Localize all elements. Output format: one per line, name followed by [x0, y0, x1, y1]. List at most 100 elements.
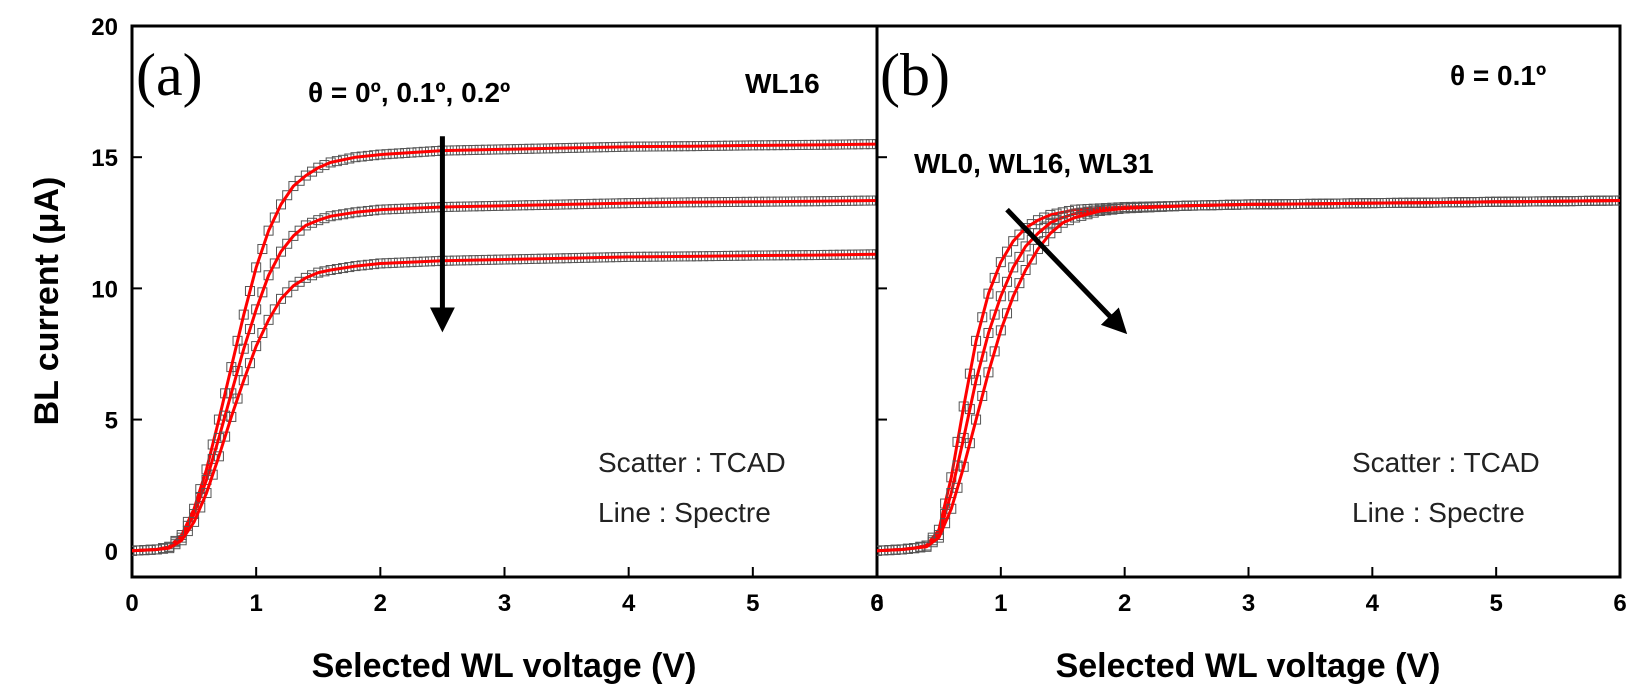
scatter-point [294, 225, 305, 236]
plot-frame-a [130, 24, 879, 579]
series-line-0º [132, 142, 877, 553]
scatter-point [257, 327, 268, 338]
scatter-point [170, 539, 181, 550]
scatter-point [1039, 223, 1050, 234]
scatter-point [288, 280, 299, 291]
scatter-point [300, 220, 311, 231]
scatter-point [307, 217, 318, 228]
y-tick-label: 0 [105, 539, 118, 566]
plot-area-b: 0 1 2 3 4 5 6 [870, 24, 1627, 617]
scatter-point [257, 287, 268, 298]
series-line-0.2º [132, 252, 877, 553]
x-tick-label: 3 [498, 590, 511, 617]
y-tick-label: 20 [91, 14, 118, 41]
series-line-WL31 [877, 199, 1620, 553]
scatter-point [940, 518, 951, 529]
y-tick-label: 15 [91, 145, 118, 172]
scatter-point [1051, 223, 1062, 234]
scatter-point [182, 526, 193, 537]
legend-scatter-b: Scatter : TCAD [1352, 447, 1540, 478]
scatter-point [933, 532, 944, 543]
scatter-point [189, 516, 200, 527]
x-tick-label: 1 [249, 590, 262, 617]
scatter-point [276, 246, 286, 257]
scatter-point [307, 166, 318, 177]
wordlines-annotation: WL0, WL16, WL31 [914, 148, 1154, 179]
scatter-point [1008, 236, 1019, 247]
scatter-point [300, 272, 311, 283]
x-axis-title-a: Selected WL voltage (V) [312, 647, 697, 685]
scatter-point [288, 230, 299, 241]
scatter-point [1026, 254, 1037, 265]
x-tick-label: 0 [870, 590, 883, 617]
panel-b: 0 1 2 3 4 5 6 (b) θ = 0.1º WL0, WL16, WL31 Sca… [870, 24, 1627, 685]
scatter-point [307, 270, 318, 281]
x-tick-label: 1 [994, 590, 1007, 617]
scatter-point [1020, 241, 1031, 252]
x-tick-label: 5 [1489, 590, 1502, 617]
panel-label-a: (a) [136, 42, 203, 108]
scatter-point [294, 276, 305, 287]
legend-scatter-a: Scatter : TCAD [598, 447, 786, 478]
y-tick-label: 5 [105, 408, 118, 435]
scatter-point [288, 181, 299, 192]
scatter-point [1057, 217, 1068, 228]
legend-line-a: Line : Spectre [598, 497, 771, 528]
x-tick-label: 3 [1242, 590, 1255, 617]
plot-area-a: 0 5 10 15 20 0 1 2 3 4 5 6 [91, 14, 883, 617]
scatter-point [276, 199, 286, 210]
scatter-point [269, 258, 280, 269]
scatter-point [1014, 229, 1025, 240]
scatter-point [1020, 223, 1031, 234]
y-tick-label: 10 [91, 276, 118, 303]
scatter-point [1045, 217, 1056, 228]
scatter-point [995, 257, 1006, 268]
scatter-point [1002, 276, 1013, 287]
x-tick-label: 4 [622, 590, 636, 617]
scatter-point [1045, 228, 1056, 239]
scatter-point [251, 341, 262, 352]
scatter-point [282, 287, 293, 298]
scatter-point [1008, 291, 1019, 302]
scatter-point [1032, 228, 1043, 239]
scatter-point [294, 175, 305, 186]
scatter-point [989, 272, 1000, 283]
scatter-point [276, 293, 286, 304]
scatter-point [176, 535, 187, 546]
scatter-point [1014, 251, 1025, 262]
scatter-point [1002, 246, 1013, 257]
wordline-annotation: WL16 [745, 68, 820, 99]
scatter-point [282, 238, 293, 249]
scatter-point [1014, 278, 1025, 289]
x-tick-label: 2 [374, 590, 387, 617]
legend-line-b: Line : Spectre [1352, 497, 1525, 528]
scatter-point [195, 502, 206, 513]
theta-value-annotation: θ = 0.1º [1450, 60, 1546, 91]
scatter-point [1020, 265, 1031, 276]
x-tick-label: 6 [870, 590, 883, 617]
x-tick-label: 4 [1366, 590, 1380, 617]
scatter-point [244, 358, 255, 369]
x-tick-label: 0 [125, 590, 138, 617]
scatter-point [1002, 308, 1013, 319]
x-tick-label: 2 [1118, 590, 1131, 617]
scatter-point [313, 162, 324, 173]
x-tick-label: 5 [746, 590, 759, 617]
scatter-point [1051, 215, 1062, 226]
scatter-point [263, 270, 274, 281]
plot-frame-b [875, 24, 1622, 579]
scatter-point [1063, 215, 1074, 226]
trend-arrow-b [1005, 207, 1128, 335]
x-tick-label: 6 [1613, 590, 1626, 617]
scatter-point [1032, 215, 1043, 226]
data-layer-b [877, 195, 1620, 556]
scatter-point [1026, 219, 1037, 230]
panel-label-b: (b) [880, 42, 950, 108]
scatter-point [319, 160, 330, 171]
panel-a: 0 5 10 15 20 0 1 2 3 4 5 6 (a) θ = 0º, 0.1º, 0.2º W… [91, 14, 883, 685]
scatter-point [263, 314, 274, 325]
scatter-point [300, 170, 311, 181]
scatter-point [1039, 212, 1050, 223]
y-axis-title: BL current (μA) [28, 177, 66, 426]
